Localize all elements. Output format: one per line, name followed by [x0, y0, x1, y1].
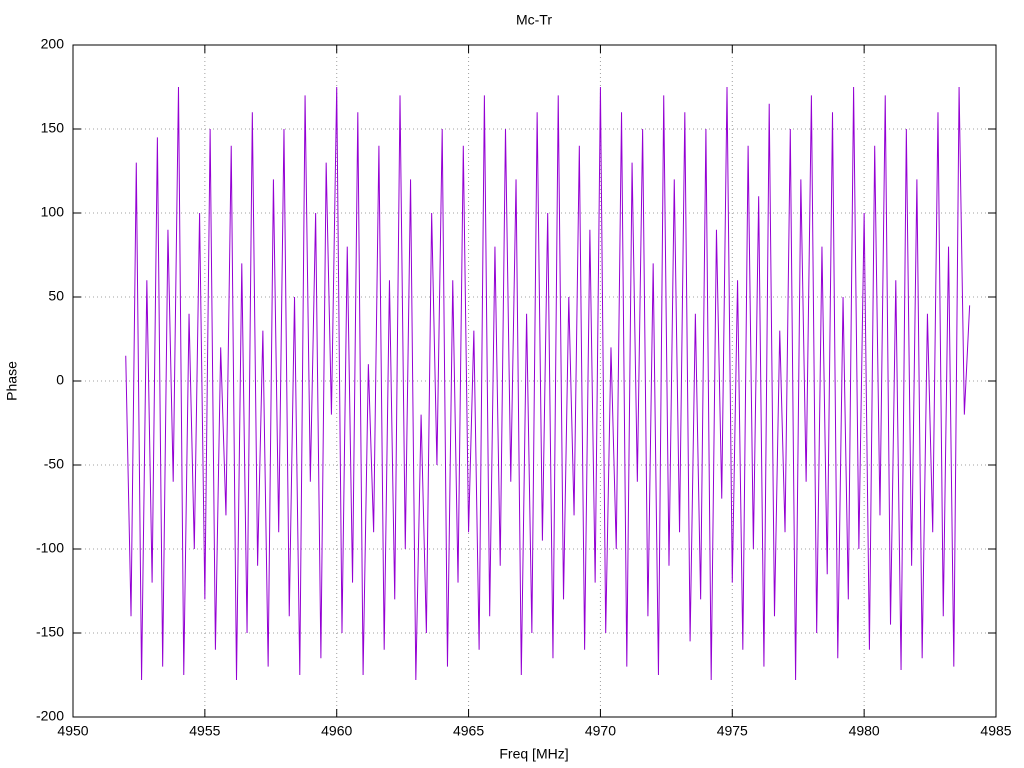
y-tick-label: 200 [41, 36, 65, 52]
x-tick-label: 4965 [453, 723, 484, 739]
x-tick-label: 4960 [321, 723, 352, 739]
data-line [125, 86, 971, 681]
x-tick-label: 4955 [189, 723, 220, 739]
y-tick-label: 0 [56, 372, 64, 388]
y-tick-label: -50 [44, 456, 64, 472]
x-tick-label: 4950 [57, 723, 88, 739]
y-tick-label: -150 [36, 624, 64, 640]
y-axis-label: Phase [4, 361, 20, 401]
y-tick-label: 150 [41, 120, 65, 136]
x-tick-label: 4985 [980, 723, 1011, 739]
x-axis-label: Freq [MHz] [499, 746, 568, 762]
y-tick-label: 100 [41, 204, 65, 220]
plot-border [72, 44, 997, 718]
x-tick-label: 4980 [849, 723, 880, 739]
y-tick-label: -100 [36, 540, 64, 556]
x-tick-label: 4970 [585, 723, 616, 739]
x-tick-label: 4975 [717, 723, 748, 739]
y-tick-label: -200 [36, 708, 64, 724]
chart-title: Mc-Tr [516, 12, 552, 28]
y-tick-label: 50 [48, 288, 64, 304]
